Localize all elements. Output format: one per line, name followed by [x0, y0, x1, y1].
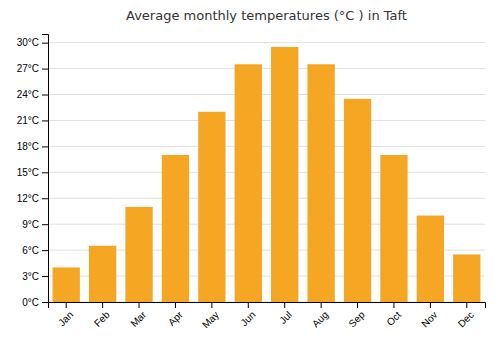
tick-mark	[42, 198, 48, 199]
tick: 3°C	[22, 271, 48, 282]
tick: 6°C	[22, 245, 48, 256]
tick: Jan	[56, 302, 75, 328]
tick-label: Aug	[310, 309, 330, 329]
tick: Apr	[166, 302, 185, 328]
tick-mark	[42, 250, 48, 251]
tick: 18°C	[17, 141, 48, 152]
tick-mark	[42, 146, 48, 147]
tick-label: Apr	[166, 309, 185, 328]
tick: 27°C	[17, 63, 48, 74]
tick-label: 30°C	[17, 37, 39, 48]
tick-mark	[284, 302, 285, 308]
tick-label: Oct	[384, 309, 403, 328]
title: Average monthly temperatures (°C ) in Ta…	[126, 8, 407, 23]
axis-line	[42, 35, 49, 303]
tick-mark	[42, 224, 48, 225]
tick-mark	[393, 302, 394, 308]
grid-line	[48, 68, 485, 69]
tick-label: Dec	[456, 309, 476, 329]
chart: 0°C 3°C 6°C 9°C 12°C 15°C 18°C 21°C 24°C 27°C 30°C…	[0, 0, 500, 350]
tick-label: Nov	[419, 309, 439, 329]
tick: Dec	[456, 302, 476, 329]
tick-label: 12°C	[17, 193, 39, 204]
tick: May	[200, 302, 221, 330]
bars	[53, 47, 481, 302]
tick-mark	[42, 120, 48, 121]
bar	[380, 155, 407, 302]
tick: Oct	[384, 302, 403, 328]
tick: 0°C	[22, 297, 48, 308]
grid-line	[48, 42, 485, 43]
tick-label: Mar	[128, 309, 148, 329]
bar	[125, 207, 152, 302]
tick: Sep	[346, 302, 367, 329]
tick-label: 3°C	[22, 271, 39, 282]
tick-label: Sep	[346, 309, 367, 330]
tick-mark	[175, 302, 176, 308]
grid-line	[48, 120, 485, 121]
tick-mark	[42, 95, 48, 96]
tick: Nov	[419, 302, 439, 329]
tick-mark	[42, 276, 48, 277]
tick-mark	[466, 302, 467, 308]
bar	[417, 216, 444, 302]
tick-label: Feb	[92, 309, 112, 329]
axis-line	[49, 303, 486, 309]
tick-mark	[139, 302, 140, 308]
tick-label: 15°C	[17, 167, 39, 178]
tick: Feb	[92, 302, 112, 329]
tick: 21°C	[17, 115, 48, 126]
x-axis: Jan Feb Mar Apr May Jun Jul Aug Sep Oct Nov Dec	[49, 302, 486, 330]
tick: Jun	[238, 302, 257, 328]
bar	[162, 155, 189, 302]
tick-mark	[42, 43, 48, 44]
bar	[89, 246, 116, 302]
tick-mark	[66, 302, 67, 308]
bar	[198, 112, 225, 302]
bar	[53, 267, 80, 302]
tick-label: 27°C	[17, 63, 39, 74]
tick-label: Jan	[56, 309, 75, 328]
tick-label: Jul	[277, 309, 294, 326]
tick-mark	[42, 172, 48, 173]
tick-label: 9°C	[22, 219, 39, 230]
tick-mark	[211, 302, 212, 308]
grid-line	[48, 94, 485, 95]
y-axis: 0°C 3°C 6°C 9°C 12°C 15°C 18°C 21°C 24°C 27°C 30°C	[17, 35, 49, 308]
tick-label: May	[200, 309, 221, 330]
grid-line	[48, 172, 485, 173]
tick: 15°C	[17, 167, 48, 178]
tick: 12°C	[17, 193, 48, 204]
tick-mark	[321, 302, 322, 308]
tick: 30°C	[17, 37, 48, 48]
tick-mark	[357, 302, 358, 308]
tick-label: 6°C	[22, 245, 39, 256]
bar	[344, 99, 371, 302]
tick-mark	[42, 302, 48, 303]
grid-line	[48, 198, 485, 199]
tick-label: 0°C	[22, 297, 39, 308]
tick: Mar	[128, 302, 148, 329]
bar	[271, 47, 298, 302]
tick-mark	[248, 302, 249, 308]
tick: Jul	[277, 302, 294, 326]
tick-mark	[42, 69, 48, 70]
tick-label: 21°C	[17, 115, 39, 126]
tick-label: 18°C	[17, 141, 39, 152]
tick-label: 24°C	[17, 89, 39, 100]
tick: 24°C	[17, 89, 48, 100]
bar	[453, 254, 480, 302]
bar	[307, 64, 334, 302]
grid-line	[48, 146, 485, 147]
tick-mark	[430, 302, 431, 308]
bar	[235, 64, 262, 302]
plot: 0°C 3°C 6°C 9°C 12°C 15°C 18°C 21°C 24°C 27°C 30°C…	[17, 35, 486, 331]
grid	[48, 43, 485, 302]
tick-mark	[102, 302, 103, 308]
tick: 9°C	[22, 219, 48, 230]
tick: Aug	[310, 302, 330, 329]
tick-label: Jun	[238, 309, 257, 328]
